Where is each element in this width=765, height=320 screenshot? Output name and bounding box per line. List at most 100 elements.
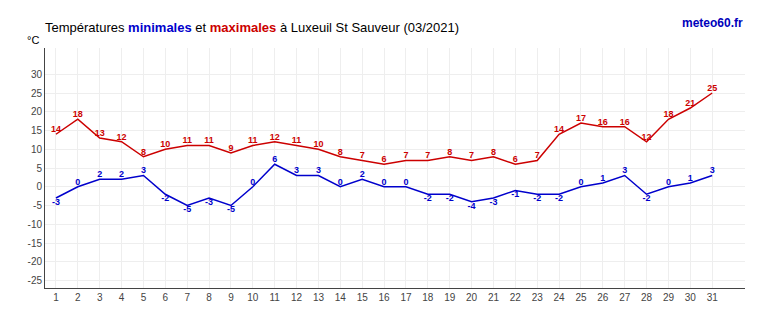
svg-text:10: 10 xyxy=(247,292,259,303)
svg-text:-2: -2 xyxy=(161,193,169,203)
svg-text:7: 7 xyxy=(184,292,190,303)
svg-text:-2: -2 xyxy=(533,193,541,203)
svg-text:13: 13 xyxy=(95,128,105,138)
svg-text:-10: -10 xyxy=(28,219,43,230)
svg-text:12: 12 xyxy=(117,132,127,142)
svg-text:11: 11 xyxy=(204,135,214,145)
svg-text:0: 0 xyxy=(36,181,42,192)
svg-text:-3: -3 xyxy=(205,197,213,207)
svg-text:21: 21 xyxy=(488,292,500,303)
svg-text:3: 3 xyxy=(97,292,103,303)
svg-text:14: 14 xyxy=(554,124,564,134)
svg-text:7: 7 xyxy=(469,150,474,160)
svg-text:0: 0 xyxy=(666,177,671,187)
svg-text:°C: °C xyxy=(27,34,39,46)
svg-text:-20: -20 xyxy=(28,256,43,267)
svg-text:9: 9 xyxy=(228,143,233,153)
svg-text:0: 0 xyxy=(382,177,387,187)
svg-text:19: 19 xyxy=(444,292,456,303)
svg-text:0: 0 xyxy=(578,177,583,187)
svg-text:-5: -5 xyxy=(227,204,235,214)
svg-text:22: 22 xyxy=(510,292,522,303)
svg-text:10: 10 xyxy=(160,139,170,149)
svg-text:meteo60.fr: meteo60.fr xyxy=(682,16,743,30)
svg-text:2: 2 xyxy=(97,169,102,179)
svg-text:5: 5 xyxy=(36,163,42,174)
svg-text:1: 1 xyxy=(600,173,605,183)
svg-text:8: 8 xyxy=(206,292,212,303)
svg-text:7: 7 xyxy=(403,150,408,160)
svg-text:0: 0 xyxy=(250,177,255,187)
svg-text:11: 11 xyxy=(182,135,192,145)
svg-text:6: 6 xyxy=(513,154,518,164)
svg-text:-25: -25 xyxy=(28,275,43,286)
svg-text:-3: -3 xyxy=(489,197,497,207)
svg-text:7: 7 xyxy=(360,150,365,160)
svg-text:1: 1 xyxy=(688,173,693,183)
svg-text:6: 6 xyxy=(272,154,277,164)
svg-text:12: 12 xyxy=(270,132,280,142)
svg-text:3: 3 xyxy=(294,165,299,175)
svg-text:28: 28 xyxy=(641,292,653,303)
svg-text:8: 8 xyxy=(338,147,343,157)
svg-text:29: 29 xyxy=(663,292,675,303)
svg-text:31: 31 xyxy=(707,292,719,303)
svg-text:9: 9 xyxy=(228,292,234,303)
svg-text:27: 27 xyxy=(619,292,631,303)
svg-text:0: 0 xyxy=(403,177,408,187)
svg-text:13: 13 xyxy=(313,292,325,303)
svg-text:24: 24 xyxy=(553,292,565,303)
svg-text:6: 6 xyxy=(382,154,387,164)
svg-text:14: 14 xyxy=(335,292,347,303)
svg-text:14: 14 xyxy=(51,124,61,134)
svg-text:11: 11 xyxy=(292,135,302,145)
svg-text:25: 25 xyxy=(575,292,587,303)
svg-text:1: 1 xyxy=(53,292,59,303)
svg-text:25: 25 xyxy=(707,83,717,93)
svg-text:18: 18 xyxy=(422,292,434,303)
svg-text:21: 21 xyxy=(685,98,695,108)
svg-text:30: 30 xyxy=(685,292,697,303)
svg-text:-5: -5 xyxy=(183,204,191,214)
svg-text:3: 3 xyxy=(316,165,321,175)
svg-text:12: 12 xyxy=(291,292,303,303)
svg-text:2: 2 xyxy=(360,169,365,179)
svg-text:16: 16 xyxy=(378,292,390,303)
svg-text:11: 11 xyxy=(248,135,258,145)
svg-text:8: 8 xyxy=(141,147,146,157)
svg-text:-2: -2 xyxy=(424,193,432,203)
svg-text:15: 15 xyxy=(31,125,43,136)
svg-text:2: 2 xyxy=(75,292,81,303)
svg-text:8: 8 xyxy=(491,147,496,157)
svg-text:-5: -5 xyxy=(33,200,42,211)
svg-text:12: 12 xyxy=(642,132,652,142)
svg-text:20: 20 xyxy=(31,106,43,117)
svg-text:17: 17 xyxy=(400,292,412,303)
svg-text:20: 20 xyxy=(466,292,478,303)
svg-text:-1: -1 xyxy=(511,189,519,199)
svg-text:4: 4 xyxy=(119,292,125,303)
svg-text:-2: -2 xyxy=(643,193,651,203)
svg-text:17: 17 xyxy=(576,113,586,123)
svg-text:18: 18 xyxy=(663,109,673,119)
svg-text:8: 8 xyxy=(447,147,452,157)
svg-text:7: 7 xyxy=(535,150,540,160)
svg-text:7: 7 xyxy=(425,150,430,160)
svg-text:16: 16 xyxy=(620,117,630,127)
svg-text:-3: -3 xyxy=(52,197,60,207)
svg-text:30: 30 xyxy=(31,69,43,80)
svg-text:15: 15 xyxy=(357,292,369,303)
svg-text:3: 3 xyxy=(141,165,146,175)
svg-text:26: 26 xyxy=(597,292,609,303)
svg-text:23: 23 xyxy=(532,292,544,303)
svg-text:Températures minimales et maxi: Températures minimales et maximales à Lu… xyxy=(45,20,459,35)
svg-text:6: 6 xyxy=(163,292,169,303)
svg-text:25: 25 xyxy=(31,88,43,99)
svg-text:11: 11 xyxy=(269,292,280,303)
svg-text:18: 18 xyxy=(73,109,83,119)
svg-text:10: 10 xyxy=(31,144,43,155)
svg-text:0: 0 xyxy=(338,177,343,187)
svg-text:0: 0 xyxy=(75,177,80,187)
svg-text:-2: -2 xyxy=(446,193,454,203)
svg-text:10: 10 xyxy=(313,139,323,149)
